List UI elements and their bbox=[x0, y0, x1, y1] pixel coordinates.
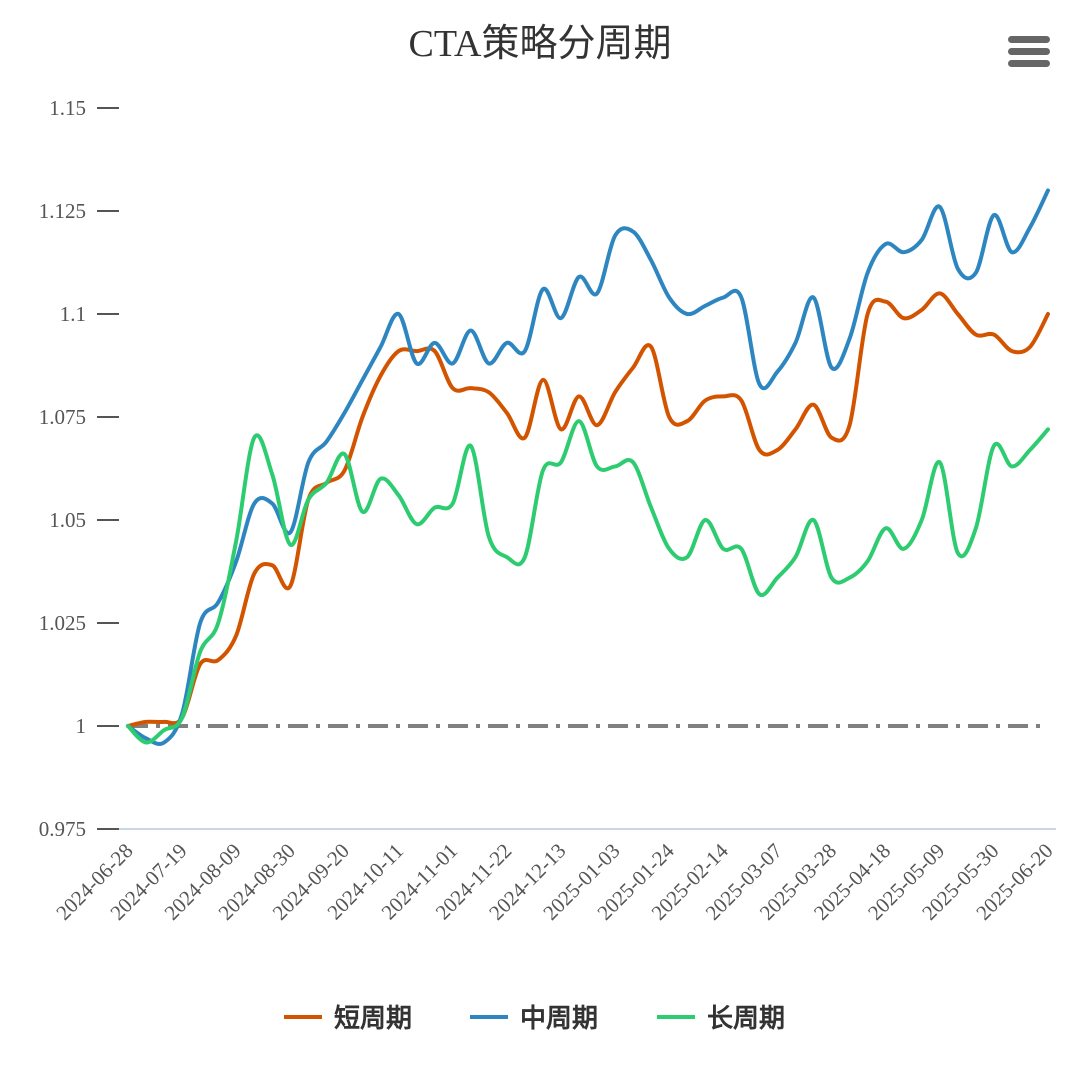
y-tick-label: 1.15 bbox=[49, 96, 86, 120]
y-tick-label: 0.975 bbox=[39, 817, 86, 841]
y-tick-label: 1.1 bbox=[60, 302, 86, 326]
y-tick-label: 1.025 bbox=[39, 611, 86, 635]
y-tick-label: 1.125 bbox=[39, 199, 86, 223]
legend-label: 短周期 bbox=[334, 1004, 412, 1033]
legend-label: 中周期 bbox=[520, 1004, 598, 1033]
y-tick-label: 1 bbox=[76, 714, 87, 738]
y-tick-label: 1.05 bbox=[49, 508, 86, 532]
series-line bbox=[126, 188, 1050, 746]
legend-label: 长周期 bbox=[707, 1004, 785, 1033]
series-line bbox=[126, 291, 1050, 728]
menu-icon[interactable] bbox=[1008, 36, 1050, 67]
chart-title: CTA策略分周期 bbox=[409, 23, 672, 65]
series-line bbox=[126, 419, 1050, 745]
y-tick-label: 1.075 bbox=[39, 405, 86, 429]
